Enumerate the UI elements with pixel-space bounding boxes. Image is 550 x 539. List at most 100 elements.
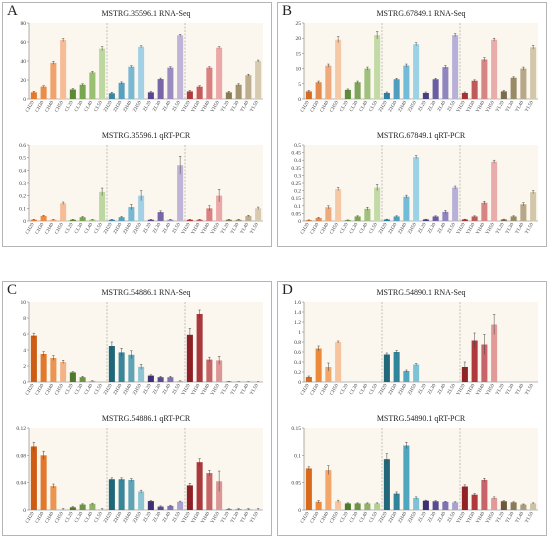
bar-yh50 xyxy=(491,161,498,221)
x-tick-label: CL20 xyxy=(65,222,75,235)
x-tick-label: CH50 xyxy=(330,222,341,235)
bar-zh20 xyxy=(108,219,115,221)
y-tick-label: 0.1 xyxy=(294,204,301,210)
bar-cl40 xyxy=(89,381,96,382)
y-tick-label: 2 xyxy=(23,364,26,370)
bar-ch40 xyxy=(50,62,57,99)
bar-zh20 xyxy=(383,219,390,221)
panel-b: B MSTRG.67849.1 RNA-Seq 0 5 10 15 20 25 CH20 CH3… xyxy=(277,2,547,247)
chart-title: MSTRG.54890.1 qRT-PCR xyxy=(377,414,466,423)
bar-zl20 xyxy=(422,92,429,99)
x-tick-label: ZL40 xyxy=(437,511,447,524)
bar-cl40 xyxy=(89,503,96,510)
x-tick-label: ZH40 xyxy=(398,100,408,113)
chart-title: MSTRG.35596.1 RNA-Seq xyxy=(101,9,190,18)
y-tick-label: 0.05 xyxy=(291,211,301,217)
x-tick-label: ZL30 xyxy=(152,222,162,235)
bar-yh40 xyxy=(206,67,213,99)
x-tick-label: ZL30 xyxy=(427,383,437,396)
bar-yl30 xyxy=(510,216,517,221)
bar-cl50 xyxy=(374,503,381,510)
x-tick-label: CH40 xyxy=(45,222,56,235)
bar-zl50 xyxy=(452,502,459,510)
y-tick-label: 0.1 xyxy=(294,453,301,459)
bar-ch30 xyxy=(40,86,47,99)
x-tick-label: ZL20 xyxy=(143,222,153,235)
x-tick-label: CH20 xyxy=(300,511,311,524)
x-tick-label: YL50 xyxy=(250,100,260,113)
bar-yh20 xyxy=(461,219,468,221)
bar-yl40 xyxy=(245,215,252,221)
x-tick-label: ZL40 xyxy=(162,511,172,524)
bar-yh40 xyxy=(206,208,213,221)
y-tick-label: 0.4 xyxy=(19,168,26,174)
x-tick-label: CL40 xyxy=(84,222,94,235)
bar-zh30 xyxy=(118,479,125,510)
bar-zh30 xyxy=(118,352,125,382)
x-tick-label: ZH20 xyxy=(103,100,113,113)
x-tick-label: CL30 xyxy=(74,100,84,113)
x-tick-label: ZL20 xyxy=(143,100,153,113)
bar-zh40 xyxy=(128,354,135,382)
bar-cl40 xyxy=(89,219,96,221)
plot-area xyxy=(304,428,538,510)
bar-yl50 xyxy=(530,192,537,221)
x-tick-label: YH40 xyxy=(476,100,487,114)
y-tick-label: 0 xyxy=(23,380,26,386)
x-tick-label: ZH20 xyxy=(378,383,388,396)
x-tick-label: ZL40 xyxy=(162,222,172,235)
bar-zl40 xyxy=(442,67,449,99)
bar-yl20 xyxy=(225,92,232,99)
bar-zl40 xyxy=(442,211,449,221)
x-tick-label: ZH20 xyxy=(378,511,388,524)
bar-yh30 xyxy=(471,80,478,99)
bar-cl20 xyxy=(69,372,76,382)
y-tick-label: 0.5 xyxy=(19,156,26,162)
bar-zl50 xyxy=(452,187,459,221)
bar-zh50 xyxy=(138,46,145,99)
y-tick-label: 10 xyxy=(21,300,27,306)
x-tick-label: YH30 xyxy=(466,511,477,525)
x-tick-label: CL30 xyxy=(349,511,359,524)
y-tick-label: 0.08 xyxy=(16,453,26,459)
chart-title: MSTRG.54890.1 RNA-Seq xyxy=(376,288,465,297)
bar-ch40 xyxy=(325,367,332,382)
bar-yh50 xyxy=(216,360,223,382)
bar-ch50 xyxy=(60,203,67,221)
x-tick-label: CH30 xyxy=(310,383,321,396)
bar-ch40 xyxy=(50,358,57,382)
bar-zl30 xyxy=(432,216,439,221)
x-tick-label: ZH30 xyxy=(113,222,123,235)
panel-d-letter: D xyxy=(282,282,293,298)
x-tick-label: CH30 xyxy=(310,100,321,113)
x-tick-label: ZL30 xyxy=(152,100,162,113)
y-tick-label: 0.04 xyxy=(16,481,26,487)
x-tick-label: CH50 xyxy=(330,100,341,113)
bar-yh30 xyxy=(471,216,478,221)
x-tick-label: CH20 xyxy=(300,222,311,235)
bar-zh20 xyxy=(383,92,390,99)
x-tick-label: CL50 xyxy=(369,222,379,235)
x-tick-label: YL30 xyxy=(505,100,515,113)
y-tick-label: 0.15 xyxy=(291,426,301,432)
x-tick-label: ZH20 xyxy=(103,383,113,396)
x-tick-label: YL30 xyxy=(505,222,515,235)
bar-zh30 xyxy=(118,82,125,99)
y-tick-label: 0.4 xyxy=(294,360,301,366)
bar-zl30 xyxy=(157,79,164,99)
bar-zh30 xyxy=(118,217,125,221)
y-tick-label: 4 xyxy=(23,348,26,354)
x-tick-label: YL20 xyxy=(495,383,505,396)
x-tick-label: CH40 xyxy=(320,222,331,235)
bar-yh30 xyxy=(471,340,478,382)
x-tick-label: ZL50 xyxy=(447,100,457,113)
y-tick-label: 0 xyxy=(298,219,301,225)
x-tick-label: ZH20 xyxy=(103,511,113,524)
y-tick-label: 20 xyxy=(21,78,27,84)
x-tick-label: YL30 xyxy=(505,511,515,524)
x-tick-label: CH50 xyxy=(55,511,66,524)
x-tick-label: CL40 xyxy=(359,222,369,235)
x-tick-label: YH20 xyxy=(456,100,467,114)
